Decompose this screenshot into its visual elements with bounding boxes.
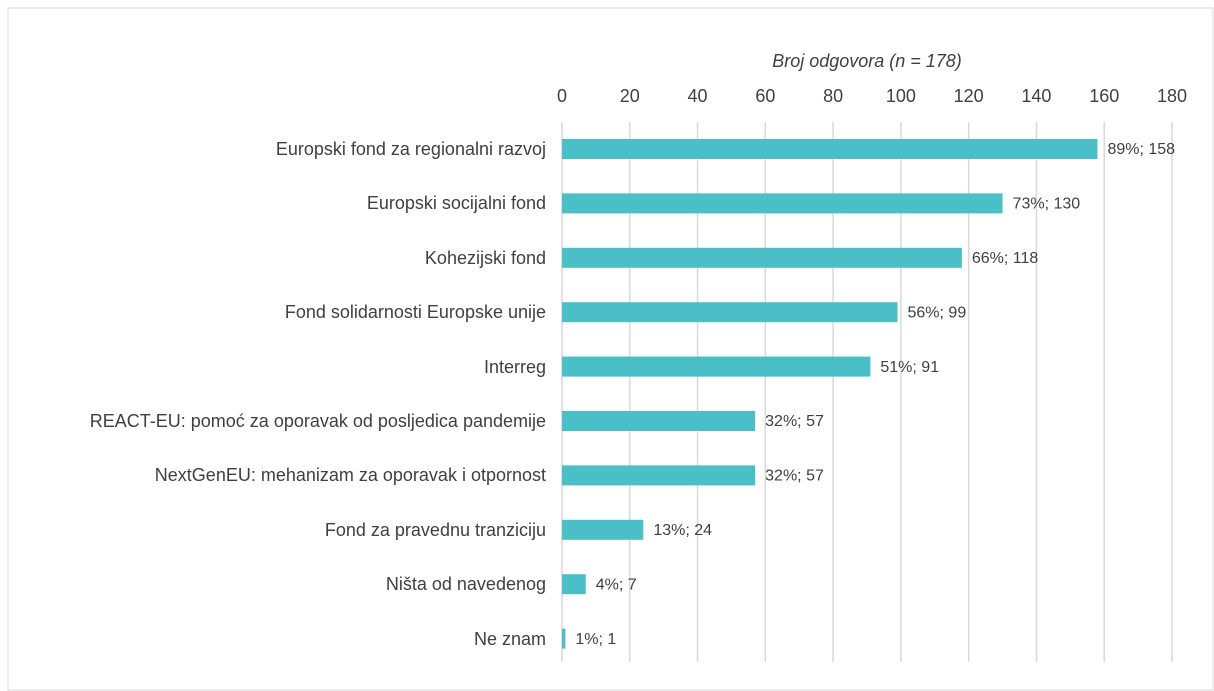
x-tick-label: 40 xyxy=(688,86,708,106)
bar xyxy=(562,519,644,540)
x-tick-label: 20 xyxy=(620,86,640,106)
category-label: Fond za pravednu tranziciju xyxy=(324,519,546,540)
x-tick-label: 140 xyxy=(1021,86,1051,106)
x-tick-label: 120 xyxy=(954,86,984,106)
bar xyxy=(562,193,1003,214)
x-tick-label: 100 xyxy=(886,86,916,106)
data-label: 73%; 130 xyxy=(1013,196,1081,213)
category-label: Europski fond za regionalni razvoj xyxy=(275,139,546,159)
data-label: 1%; 1 xyxy=(575,631,616,648)
data-label: 56%; 99 xyxy=(908,304,967,321)
bar xyxy=(562,302,898,323)
category-label: NextGenEU: mehanizam za oporavak i otpor… xyxy=(154,465,546,486)
bar xyxy=(562,356,871,377)
data-label: 13%; 24 xyxy=(653,522,712,539)
x-tick-label: 160 xyxy=(1089,86,1119,106)
category-label: REACT-EU: pomoć za oporavak od posljedic… xyxy=(89,411,546,431)
bar xyxy=(562,411,756,431)
data-label: 4%; 7 xyxy=(596,576,637,593)
bar xyxy=(562,139,1098,159)
data-label: 89%; 158 xyxy=(1107,141,1175,158)
category-label: Europski socijalni fond xyxy=(366,193,546,214)
data-label: 32%; 57 xyxy=(765,468,824,485)
category-label: Kohezijski fond xyxy=(424,247,546,268)
x-tick-label: 60 xyxy=(755,86,775,106)
chart-frame xyxy=(7,7,1214,691)
x-tick-label: 80 xyxy=(823,86,843,106)
data-label: 32%; 57 xyxy=(765,413,824,430)
bar xyxy=(562,465,756,486)
bar xyxy=(562,574,586,595)
bar xyxy=(562,628,566,649)
data-label: 66%; 118 xyxy=(972,250,1039,267)
axis-title: Broj odgovora (n = 178) xyxy=(772,51,962,71)
bar xyxy=(562,247,962,268)
x-tick-label: 180 xyxy=(1157,86,1187,106)
category-label: Interreg xyxy=(483,356,546,377)
category-label: Ništa od navedenog xyxy=(385,574,546,595)
x-tick-label: 0 xyxy=(557,86,567,106)
data-label: 51%; 91 xyxy=(880,359,939,376)
category-label: Ne znam xyxy=(473,628,546,649)
category-label: Fond solidarnosti Europske unije xyxy=(284,302,546,323)
